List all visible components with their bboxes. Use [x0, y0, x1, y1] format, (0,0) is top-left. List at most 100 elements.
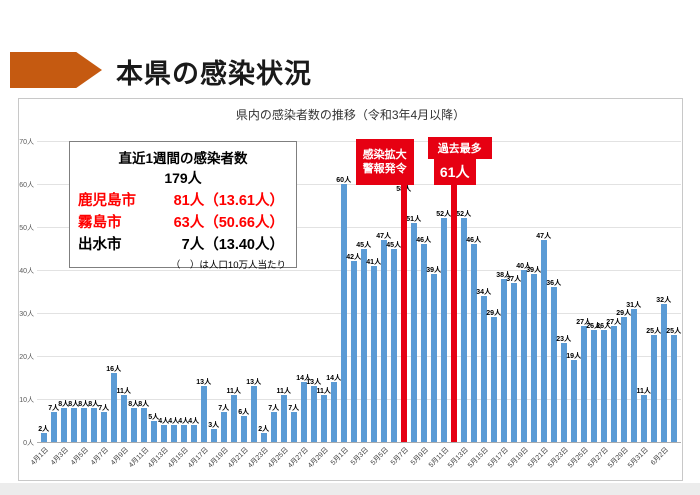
y-axis-label: 30人 [19, 311, 34, 318]
y-axis-label: 70人 [19, 139, 34, 146]
bar-value-label: 7人 [98, 404, 110, 412]
y-axis-label: 10人 [19, 397, 34, 404]
alert-annotation-box: 感染拡大 警報発令 [355, 139, 414, 185]
bar [170, 424, 177, 442]
bar-value-label: 39人 [526, 267, 542, 275]
bar-value-label: 31人 [626, 301, 642, 309]
info-row-kagoshima: 鹿児島市 81人（13.61人） [78, 193, 284, 209]
bar-value-label: 4人 [178, 417, 190, 425]
bar-value-label: 37人 [506, 275, 522, 283]
bar-value-label: 47人 [536, 232, 552, 240]
bar-value-label: 7人 [288, 404, 300, 412]
bar [90, 407, 97, 442]
alert-callout-line [450, 185, 457, 442]
bar [260, 433, 267, 442]
bar-value-label: 26人 [586, 323, 602, 331]
bar-value-label: 11人 [276, 387, 291, 395]
bar-value-label: 46人 [416, 237, 432, 245]
bar [520, 270, 527, 442]
bar [140, 407, 147, 442]
bar [660, 304, 667, 442]
bar-value-label: 13人 [306, 379, 322, 387]
bar-value-label: 8人 [128, 400, 140, 408]
info-box-title: 直近1週間の感染者数 [118, 151, 248, 166]
bar [600, 330, 607, 442]
bar [210, 429, 217, 442]
y-axis-label: 60人 [19, 182, 34, 189]
bar-value-label: 46人 [466, 237, 482, 245]
bar [350, 261, 357, 442]
bar [330, 381, 337, 442]
bar-value-label: 2人 [258, 426, 270, 434]
y-axis-label: 20人 [19, 354, 34, 361]
bar-value-label: 42人 [346, 254, 362, 262]
recent-week-info-box: 直近1週間の感染者数 179人 鹿児島市 81人（13.61人） 霧島市 63人… [69, 141, 297, 271]
bar [270, 411, 277, 442]
bar [500, 278, 507, 442]
bar [380, 239, 387, 442]
bar-value-label: 23人 [556, 336, 572, 344]
bar [130, 407, 137, 442]
bar [70, 407, 77, 442]
bar-value-label: 2人 [38, 426, 50, 434]
bar [280, 394, 287, 442]
bar [460, 218, 467, 442]
bar-value-label: 36人 [546, 280, 562, 288]
bar [390, 248, 397, 442]
header-arrow-icon [10, 52, 102, 88]
bar [630, 308, 637, 442]
bar [470, 244, 477, 442]
bar [200, 386, 207, 442]
info-row-kirishima: 霧島市 63人（50.66人） [78, 215, 284, 231]
bar-value-label: 52人 [456, 211, 472, 219]
bar [410, 222, 417, 442]
page-title: 本県の感染状況 [116, 59, 312, 89]
bar [220, 411, 227, 442]
bar [530, 274, 537, 442]
bar-value-label: 26人 [596, 323, 612, 331]
bar-value-label: 6人 [238, 409, 250, 417]
bar-value-label: 32人 [656, 297, 672, 305]
alert-callout-line [400, 185, 407, 442]
bar [120, 394, 127, 442]
bar [160, 424, 167, 442]
infection-trend-chart: 県内の感染者数の推移（令和3年4月以降） 0人 10人 20人 30人 40人 50人 60… [18, 98, 683, 481]
chart-title: 県内の感染者数の推移（令和3年4月以降） [235, 108, 466, 122]
bar [610, 325, 617, 442]
bar-value-label: 14人 [326, 374, 342, 382]
bar-value-label: 7人 [268, 404, 280, 412]
bar-value-label: 34人 [476, 288, 492, 296]
bar-value-label: 14人 [296, 374, 312, 382]
gridline [37, 399, 681, 400]
bar [560, 343, 567, 442]
bar [420, 244, 427, 442]
bar [320, 394, 327, 442]
bar-value-label: 11人 [116, 387, 131, 395]
bar-value-label: 5人 [148, 413, 160, 421]
bar [180, 424, 187, 442]
bar [50, 411, 57, 442]
info-box-note: （ ）は人口10万人当たり [170, 260, 286, 271]
bar-value-label: 4人 [188, 417, 200, 425]
bar-value-label: 40人 [516, 263, 532, 270]
bar-value-label: 3人 [208, 422, 220, 430]
info-row-izumi: 出水市 7人（13.40人） [78, 237, 284, 253]
bar-value-label: 4人 [168, 417, 180, 425]
bar [190, 424, 197, 442]
bar-value-label: 25人 [646, 327, 662, 335]
bar [640, 394, 647, 442]
gridline [37, 227, 681, 228]
bar-value-label: 29人 [486, 310, 502, 318]
bar [230, 394, 237, 442]
x-axis-line [37, 442, 681, 443]
bar [430, 274, 437, 442]
bar [310, 386, 317, 442]
bar [540, 239, 547, 442]
bar [590, 330, 597, 442]
gridline [37, 270, 681, 271]
bar [550, 287, 557, 442]
bar [670, 334, 677, 442]
y-axis-label: 40人 [19, 268, 34, 275]
bar [300, 381, 307, 442]
